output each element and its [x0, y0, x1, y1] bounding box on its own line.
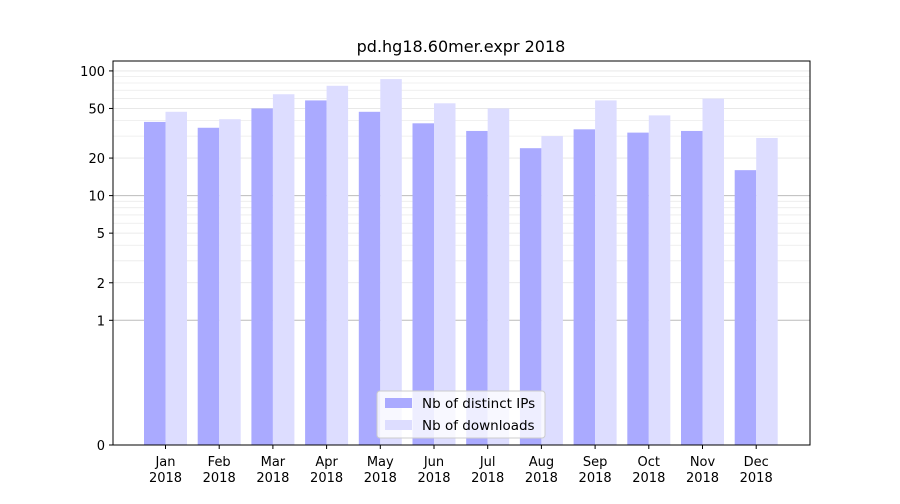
bar-distinct-ips — [197, 127, 220, 445]
bar-downloads — [595, 100, 617, 445]
bar-distinct-ips — [681, 130, 703, 446]
y-tick-label: 50 — [88, 102, 105, 117]
y-axis: 0 1 2 5 10 20 50 100 — [80, 65, 113, 454]
bar-distinct-ips — [251, 108, 273, 445]
y-tick-label: 2 — [97, 277, 105, 292]
bar-distinct-ips — [627, 132, 649, 445]
bar-downloads — [756, 137, 778, 445]
bar-distinct-ips — [519, 148, 542, 445]
x-tick-label-year: 2018 — [364, 471, 397, 486]
y-tick-label: 1 — [97, 314, 105, 329]
bar-downloads — [648, 115, 671, 445]
bar-distinct-ips — [144, 121, 166, 445]
bar-downloads — [272, 94, 295, 445]
bar-downloads — [165, 111, 187, 445]
x-tick-label-year: 2018 — [149, 471, 182, 486]
x-tick-label-month: Sep — [583, 455, 608, 470]
x-tick-label-year: 2018 — [471, 471, 504, 486]
legend-label-distinct-ips: Nb of distinct IPs — [422, 396, 535, 412]
bar-downloads — [487, 108, 510, 445]
y-tick-label: 5 — [97, 227, 105, 242]
chart-title: pd.hg18.60mer.expr 2018 — [357, 37, 566, 56]
bar-distinct-ips — [573, 129, 596, 445]
x-tick-label-month: Dec — [744, 455, 769, 470]
x-tick-label-year: 2018 — [256, 471, 289, 486]
x-tick-label-year: 2018 — [579, 471, 612, 486]
x-tick-label-year: 2018 — [525, 471, 558, 486]
x-tick-label-year: 2018 — [686, 471, 719, 486]
legend-box — [376, 390, 546, 439]
x-tick-label-year: 2018 — [203, 471, 236, 486]
legend: Nb of distinct IPs Nb of downloads — [376, 390, 546, 439]
x-tick-label-year: 2018 — [310, 471, 343, 486]
x-tick-label-month: Jul — [479, 455, 496, 470]
x-tick-label-month: Jun — [423, 455, 444, 470]
bar-downloads — [434, 103, 456, 446]
bar-downloads — [380, 79, 402, 445]
x-tick-label-year: 2018 — [417, 471, 450, 486]
plot-frame — [112, 60, 811, 446]
x-tick-label-year: 2018 — [632, 471, 665, 486]
x-tick-label-year: 2018 — [740, 471, 773, 486]
bar-downloads — [219, 119, 241, 445]
bar-distinct-ips — [466, 130, 488, 446]
bar-downloads — [702, 98, 724, 446]
y-tick-label: 100 — [80, 65, 105, 80]
legend-swatch-downloads — [385, 420, 412, 430]
x-tick-label-month: Nov — [690, 455, 716, 470]
x-axis: Jan2018Feb2018Mar2018Apr2018May2018Jun20… — [149, 445, 773, 486]
legend-label-downloads: Nb of downloads — [422, 418, 535, 434]
legend-swatch-distinct-ips — [385, 398, 412, 408]
bar-downloads — [541, 136, 563, 445]
x-tick-label-month: Mar — [261, 455, 286, 470]
bars — [144, 79, 778, 446]
x-tick-label-month: Jan — [154, 455, 175, 470]
x-tick-label-month: Aug — [529, 455, 554, 470]
bar-distinct-ips — [305, 100, 327, 445]
bar-distinct-ips — [734, 170, 757, 445]
y-tick-label: 0 — [97, 439, 105, 454]
bar-distinct-ips — [358, 111, 381, 445]
x-tick-label-month: Oct — [638, 455, 660, 470]
bar-downloads — [326, 85, 349, 445]
x-tick-label-month: May — [367, 455, 394, 470]
x-tick-label-month: Feb — [208, 455, 231, 470]
y-tick-label: 20 — [88, 152, 105, 167]
y-tick-label: 10 — [88, 190, 105, 205]
bar-distinct-ips — [412, 123, 434, 445]
x-tick-label-month: Apr — [315, 455, 338, 470]
